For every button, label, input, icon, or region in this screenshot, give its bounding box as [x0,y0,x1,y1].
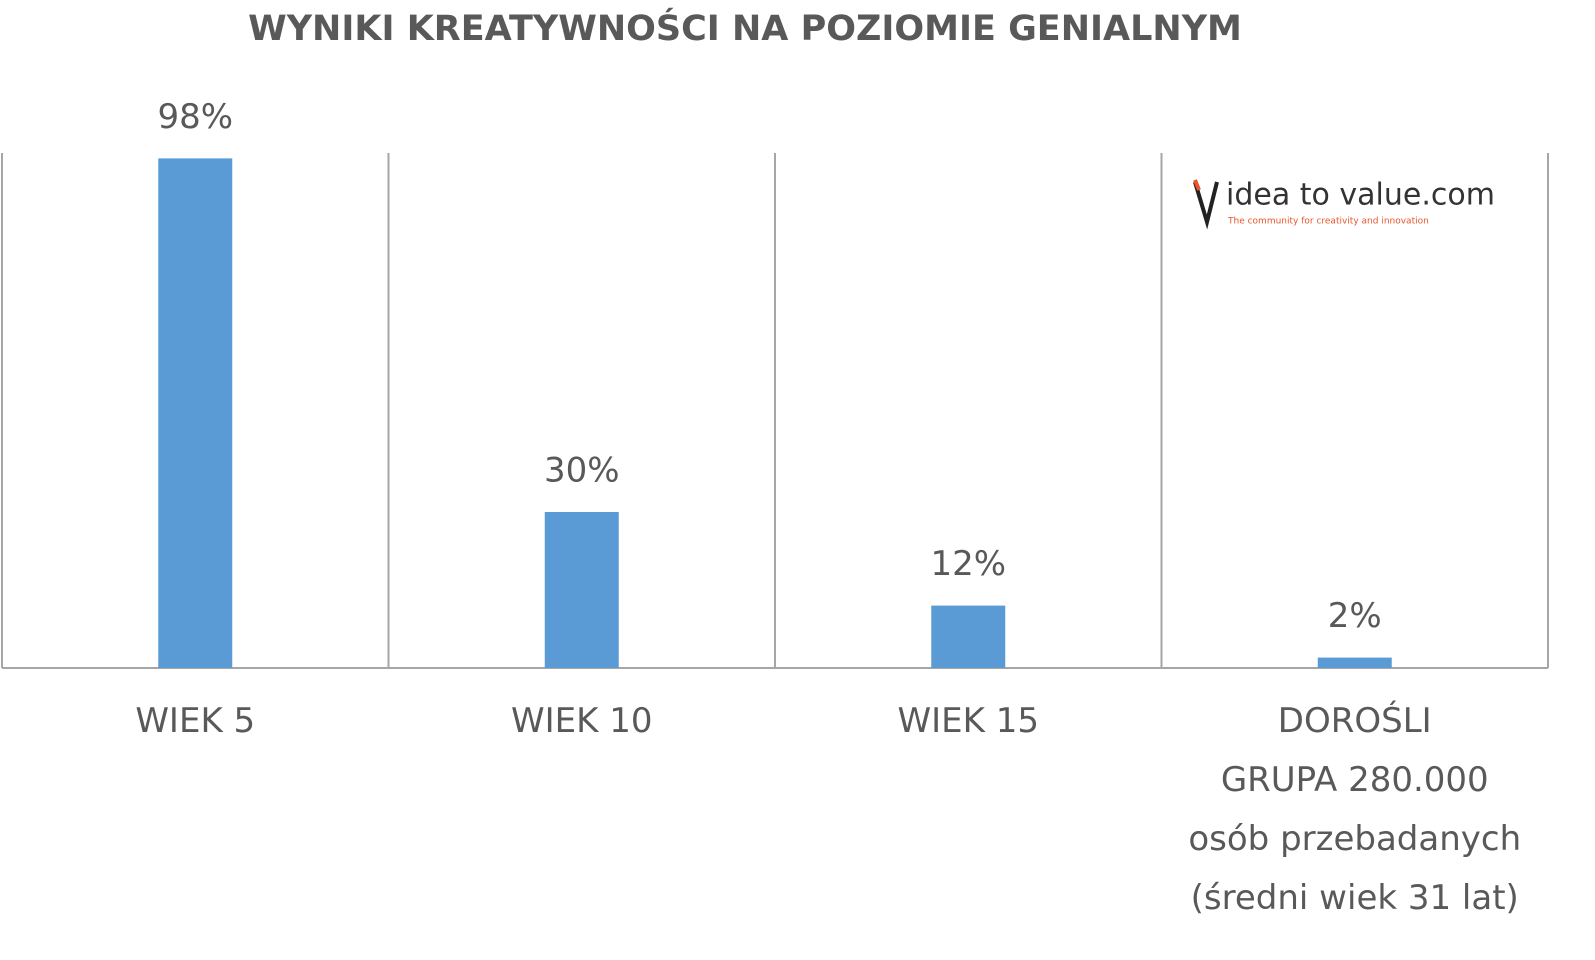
logo-mark [1193,181,1219,230]
bar [544,512,619,668]
bar [1317,657,1392,668]
value-label: 12% [930,544,1006,584]
value-label: 30% [544,451,620,491]
x-tick-label: WIEK 10 [511,701,653,741]
logo-text: idea to value.com [1226,178,1495,213]
logo-accent [1193,179,1201,191]
bar [931,605,1006,668]
x-tick-label: DOROŚLI GRUPA 280.000 osób przebadanych … [1188,701,1522,918]
logo-tagline: The community for creativity and innovat… [1227,217,1429,227]
x-tick-label: WIEK 5 [135,701,256,741]
chart-title: WYNIKI KREATYWNOŚCI NA POZIOMIE GENIALNY… [248,7,1242,49]
bar [158,158,233,668]
value-label: 98% [157,97,233,137]
logo: idea to value.com The community for crea… [1193,178,1495,230]
x-tick-label: WIEK 15 [897,701,1040,741]
value-label: 2% [1328,596,1382,636]
